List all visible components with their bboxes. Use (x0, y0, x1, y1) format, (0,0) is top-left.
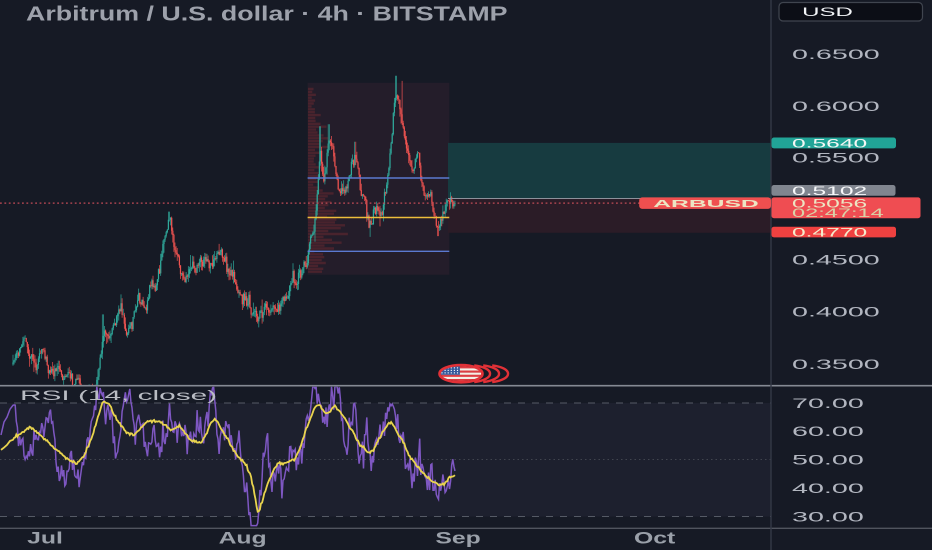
svg-text:0.4770: 0.4770 (792, 226, 867, 240)
svg-text:0.5102: 0.5102 (792, 184, 867, 198)
svg-text:40.00: 40.00 (792, 481, 864, 497)
svg-text:0.6000: 0.6000 (792, 99, 880, 115)
svg-text:0.3500: 0.3500 (792, 357, 880, 373)
svg-text:ARBUSD: ARBUSD (653, 198, 759, 210)
svg-text:60.00: 60.00 (792, 424, 864, 440)
svg-text:70.00: 70.00 (792, 396, 864, 412)
svg-text:Arbitrum / U.S. dollar · 4h ·: Arbitrum / U.S. dollar · 4h · BITSTAMP (26, 4, 507, 26)
svg-text:0.4000: 0.4000 (792, 304, 880, 320)
svg-text:0.5640: 0.5640 (792, 137, 867, 151)
svg-text:RSI (14, close): RSI (14, close) (20, 387, 217, 403)
svg-text:Sep: Sep (435, 529, 480, 547)
svg-text:0.6500: 0.6500 (792, 47, 880, 63)
svg-text:Jul: Jul (27, 529, 63, 547)
svg-text:50.00: 50.00 (792, 452, 864, 468)
svg-text:0.4500: 0.4500 (792, 252, 880, 268)
svg-text:30.00: 30.00 (792, 509, 864, 525)
svg-text:Oct: Oct (634, 529, 675, 547)
svg-text:0.5056: 0.5056 (792, 197, 867, 211)
svg-text:02:47:14: 02:47:14 (792, 207, 884, 220)
svg-text:USD: USD (802, 6, 853, 19)
svg-text:0.5500: 0.5500 (792, 150, 880, 166)
svg-text:Aug: Aug (219, 529, 267, 547)
